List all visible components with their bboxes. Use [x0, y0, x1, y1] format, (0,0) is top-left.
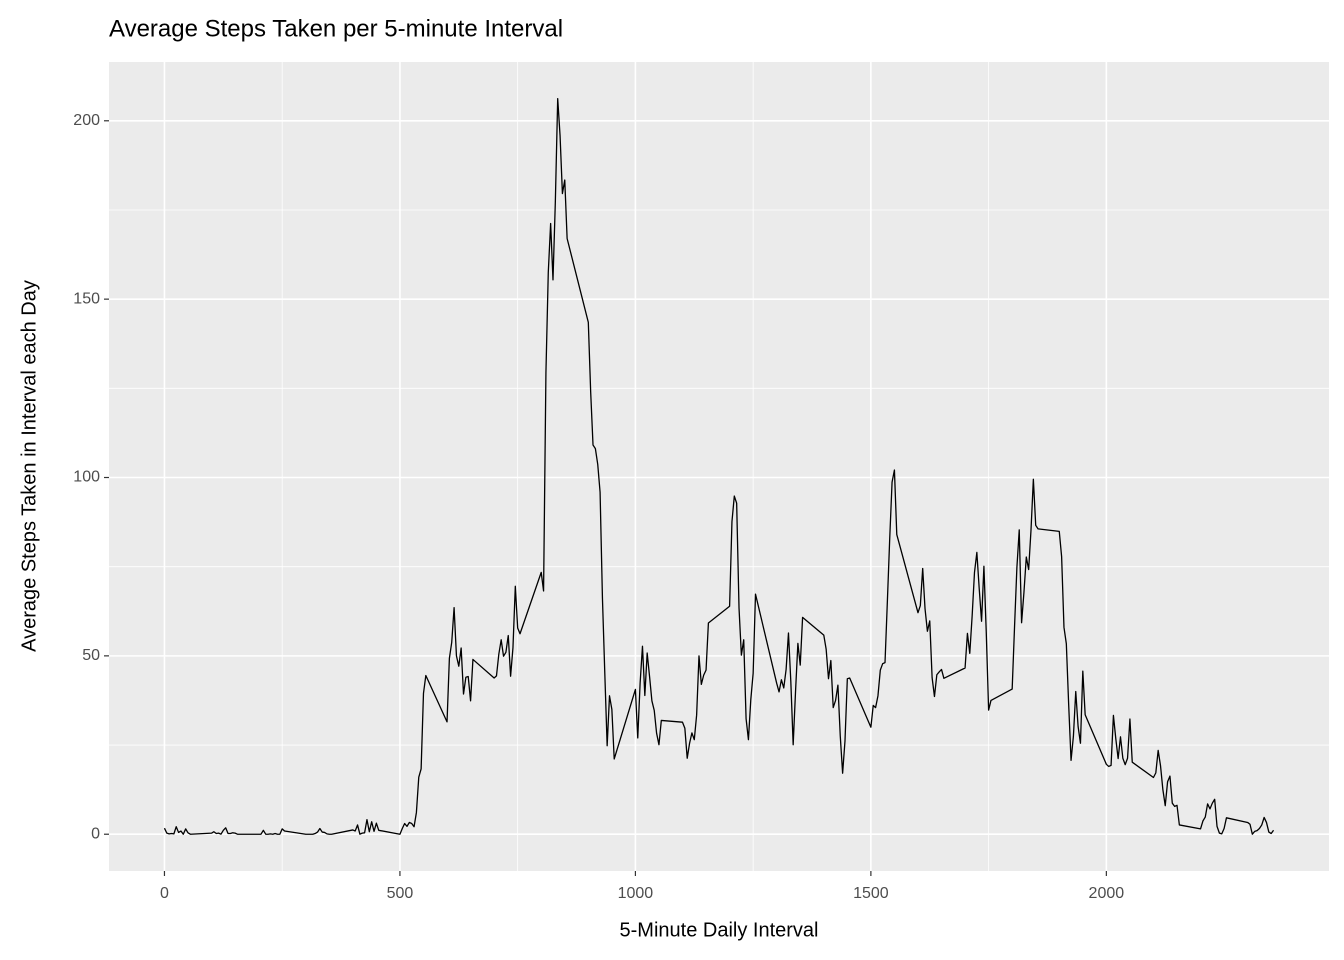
y-tick-label: 200: [73, 112, 100, 129]
y-tick-label: 50: [82, 647, 100, 664]
y-tick-label: 0: [91, 825, 100, 842]
y-tick-label: 100: [73, 469, 100, 486]
y-axis-label: Average Steps Taken in Interval each Day: [18, 280, 40, 652]
plot-panel: [109, 62, 1329, 871]
x-tick-label: 1500: [853, 885, 889, 902]
x-tick-label: 1000: [618, 885, 654, 902]
y-tick-label: 150: [73, 290, 100, 307]
data-line: [163, 98, 1275, 835]
x-tick-label: 2000: [1089, 885, 1125, 902]
x-axis-label: 5-Minute Daily Interval: [620, 919, 819, 941]
chart-title: Average Steps Taken per 5-minute Interva…: [109, 15, 563, 42]
x-tick-label: 500: [387, 885, 414, 902]
x-tick-label: 0: [160, 885, 169, 902]
